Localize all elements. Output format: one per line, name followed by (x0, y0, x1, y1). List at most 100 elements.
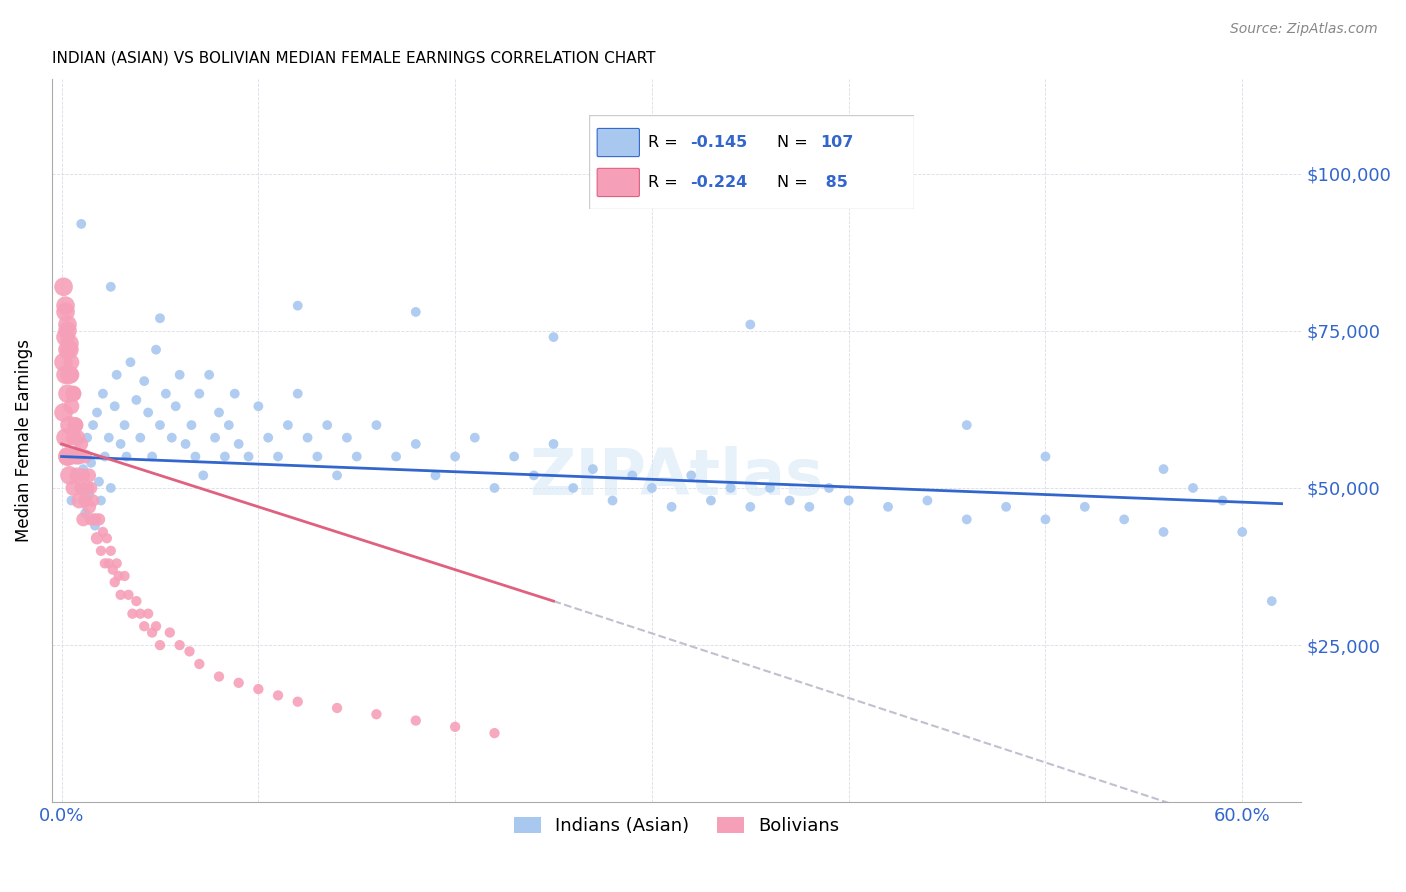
Point (75, 506, 97, 520)
Point (995, 500, 1018, 514)
Point (174, 437, 197, 451)
Point (62, 386, 84, 401)
Point (287, 695, 309, 709)
Point (56, 450, 79, 464)
Point (188, 386, 211, 401)
Point (55, 368, 77, 382)
Point (134, 374, 156, 388)
Point (247, 682, 270, 697)
Point (107, 569, 129, 583)
Point (86, 405, 108, 419)
Text: ZIPAtlas: ZIPAtlas (530, 446, 824, 508)
Point (80, 512, 103, 526)
Point (90, 493, 112, 508)
Point (114, 418, 136, 433)
Point (100, 280, 122, 294)
Point (405, 714, 427, 728)
Point (97, 557, 120, 571)
Point (799, 500, 821, 514)
Point (72, 468, 94, 483)
Point (67, 493, 90, 508)
Point (562, 481, 585, 495)
Point (602, 493, 624, 508)
Point (97, 431, 120, 445)
Point (169, 638, 191, 652)
Point (65, 418, 87, 433)
Point (65, 418, 87, 433)
Point (1114, 512, 1136, 526)
Point (149, 638, 172, 652)
Point (326, 701, 349, 715)
Point (117, 588, 139, 602)
Point (1261, 594, 1284, 608)
Point (277, 418, 299, 433)
Point (55, 431, 77, 445)
Point (129, 607, 152, 621)
Point (55, 305, 77, 319)
Point (86, 531, 108, 545)
Point (385, 450, 408, 464)
Point (100, 544, 122, 558)
Point (543, 437, 565, 451)
Point (198, 368, 221, 382)
Point (484, 481, 506, 495)
Point (110, 437, 132, 451)
Point (188, 657, 211, 671)
Point (287, 299, 309, 313)
Point (120, 355, 142, 369)
Point (77, 487, 100, 501)
Point (90, 544, 112, 558)
Point (464, 431, 486, 445)
Point (1153, 462, 1175, 476)
Point (208, 669, 231, 683)
Point (180, 418, 202, 433)
Point (56, 450, 79, 464)
Point (87, 512, 110, 526)
Point (70, 481, 93, 495)
Point (779, 493, 801, 508)
Point (105, 368, 128, 382)
Point (58, 418, 80, 433)
Point (56, 386, 79, 401)
Point (136, 607, 159, 621)
Point (58, 343, 80, 357)
Text: INDIAN (ASIAN) VS BOLIVIAN MEDIAN FEMALE EARNINGS CORRELATION CHART: INDIAN (ASIAN) VS BOLIVIAN MEDIAN FEMALE… (52, 51, 655, 66)
Point (104, 575, 127, 590)
Point (641, 481, 664, 495)
Point (621, 468, 644, 483)
Point (115, 450, 138, 464)
Point (67, 450, 90, 464)
Point (121, 607, 143, 621)
Point (228, 437, 250, 451)
Point (444, 720, 467, 734)
Point (80, 481, 103, 495)
Point (100, 481, 122, 495)
Point (84, 512, 107, 526)
Point (60, 355, 83, 369)
Point (425, 468, 447, 483)
Point (149, 311, 172, 326)
Point (55, 330, 77, 344)
Point (700, 493, 723, 508)
Point (58, 336, 80, 351)
Point (287, 386, 309, 401)
Point (87, 475, 110, 489)
Point (336, 431, 359, 445)
Point (1035, 450, 1057, 464)
Point (877, 500, 900, 514)
Point (316, 418, 339, 433)
Point (141, 450, 163, 464)
Point (307, 450, 329, 464)
Point (104, 399, 127, 413)
Point (582, 462, 605, 476)
Point (224, 386, 246, 401)
Point (1182, 481, 1205, 495)
Point (208, 405, 231, 419)
Point (134, 619, 156, 633)
Point (543, 330, 565, 344)
Point (66, 450, 89, 464)
Point (70, 217, 93, 231)
Point (52, 355, 75, 369)
Point (96, 531, 118, 545)
Point (125, 594, 148, 608)
